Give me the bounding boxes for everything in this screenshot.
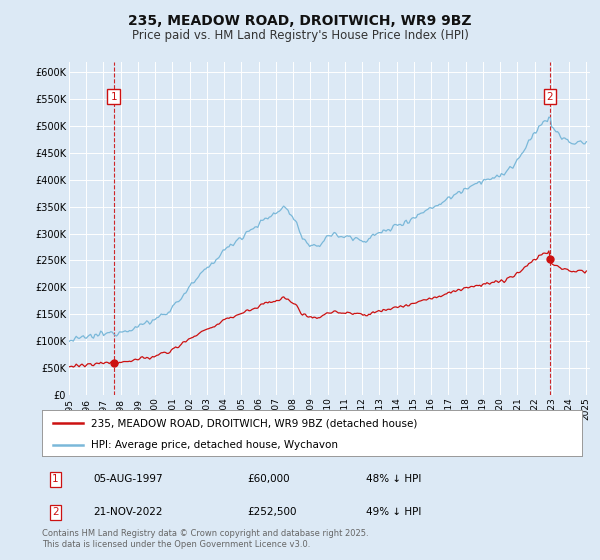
Text: 49% ↓ HPI: 49% ↓ HPI bbox=[366, 507, 421, 517]
Text: Price paid vs. HM Land Registry's House Price Index (HPI): Price paid vs. HM Land Registry's House … bbox=[131, 29, 469, 42]
Text: £252,500: £252,500 bbox=[247, 507, 296, 517]
Text: 1: 1 bbox=[110, 91, 117, 101]
Text: 2: 2 bbox=[547, 91, 553, 101]
Text: HPI: Average price, detached house, Wychavon: HPI: Average price, detached house, Wych… bbox=[91, 440, 338, 450]
Text: 2: 2 bbox=[52, 507, 59, 517]
Text: 05-AUG-1997: 05-AUG-1997 bbox=[94, 474, 163, 484]
Text: 235, MEADOW ROAD, DROITWICH, WR9 9BZ: 235, MEADOW ROAD, DROITWICH, WR9 9BZ bbox=[128, 14, 472, 28]
Text: £60,000: £60,000 bbox=[247, 474, 290, 484]
Text: 48% ↓ HPI: 48% ↓ HPI bbox=[366, 474, 421, 484]
Text: Contains HM Land Registry data © Crown copyright and database right 2025.
This d: Contains HM Land Registry data © Crown c… bbox=[42, 529, 368, 549]
Text: 1: 1 bbox=[52, 474, 59, 484]
Text: 21-NOV-2022: 21-NOV-2022 bbox=[94, 507, 163, 517]
Text: 235, MEADOW ROAD, DROITWICH, WR9 9BZ (detached house): 235, MEADOW ROAD, DROITWICH, WR9 9BZ (de… bbox=[91, 418, 417, 428]
